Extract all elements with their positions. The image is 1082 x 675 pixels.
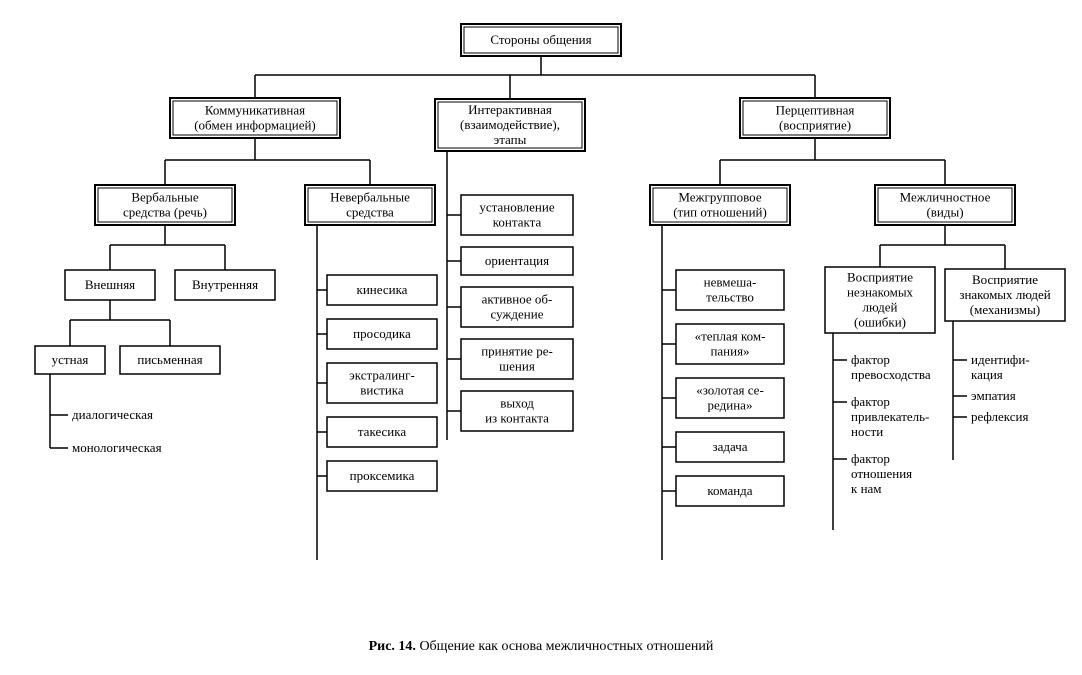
svg-text:выход: выход: [500, 396, 534, 411]
intergroup-item-2: «золотая се-редина»: [676, 378, 784, 418]
known-mechanism-0: идентифи-: [971, 352, 1030, 367]
nonverbal-item-1: просодика: [327, 319, 437, 349]
oral-bullet-1: монологическая: [72, 440, 162, 455]
svg-text:экстралинг-: экстралинг-: [349, 368, 415, 383]
intergroup-item-4: команда: [676, 476, 784, 506]
verbal-external: Внешняя: [65, 270, 155, 300]
svg-text:(ошибки): (ошибки): [854, 315, 906, 330]
svg-text:этапы: этапы: [494, 132, 527, 147]
svg-text:проксемика: проксемика: [350, 468, 415, 483]
interpersonal: Межличностное(виды): [875, 185, 1015, 225]
svg-text:Внутренняя: Внутренняя: [192, 277, 258, 292]
svg-text:Межличностное: Межличностное: [900, 190, 991, 205]
svg-text:Невербальные: Невербальные: [330, 190, 410, 205]
interactive-step-1: ориентация: [461, 247, 573, 275]
known-mechanism-1: эмпатия: [971, 388, 1016, 403]
svg-text:ориентация: ориентация: [485, 253, 549, 268]
verbal-oral: устная: [35, 346, 105, 374]
unknown-factor-1: ности: [851, 424, 883, 439]
unknown-factor-0: превосходства: [851, 367, 931, 382]
nonverbal-means: Невербальныесредства: [305, 185, 435, 225]
svg-text:задача: задача: [712, 439, 747, 454]
svg-text:из контакта: из контакта: [485, 411, 549, 426]
nonverbal-item-0: кинесика: [327, 275, 437, 305]
unknown-factor-1: фактор: [851, 394, 890, 409]
unknown-factor-2: отношения: [851, 466, 912, 481]
svg-text:(тип отношений): (тип отношений): [673, 205, 767, 220]
nonverbal-item-4: проксемика: [327, 461, 437, 491]
unknown-factor-2: фактор: [851, 451, 890, 466]
intergroup-item-1: «теплая ком-пания»: [676, 324, 784, 364]
svg-text:вистика: вистика: [360, 383, 404, 398]
svg-text:(взаимодействие),: (взаимодействие),: [460, 117, 560, 132]
svg-text:Межгрупповое: Межгрупповое: [678, 190, 761, 205]
svg-text:(механизмы): (механизмы): [970, 302, 1040, 317]
verbal-means: Вербальныесредства (речь): [95, 185, 235, 225]
svg-text:средства: средства: [346, 205, 394, 220]
svg-text:устная: устная: [52, 352, 89, 367]
svg-text:пания»: пания»: [710, 344, 749, 359]
svg-text:редина»: редина»: [708, 398, 753, 413]
svg-text:Вербальные: Вербальные: [131, 190, 199, 205]
svg-text:средства (речь): средства (речь): [123, 205, 207, 220]
svg-text:принятие ре-: принятие ре-: [481, 344, 553, 359]
interactive-step-3: принятие ре-шения: [461, 339, 573, 379]
svg-text:контакта: контакта: [493, 215, 542, 230]
svg-text:невмеша-: невмеша-: [704, 275, 757, 290]
intergroup: Межгрупповое(тип отношений): [650, 185, 790, 225]
svg-text:кинесика: кинесика: [357, 282, 408, 297]
svg-text:Интерактивная: Интерактивная: [468, 102, 552, 117]
unknown-factor-1: привлекатель-: [851, 409, 929, 424]
svg-text:«теплая ком-: «теплая ком-: [695, 329, 766, 344]
svg-text:Стороны общения: Стороны общения: [490, 32, 591, 47]
interactive-step-4: выходиз контакта: [461, 391, 573, 431]
figure-caption: Рис. 14. Общение как основа межличностны…: [369, 639, 714, 654]
svg-text:(обмен информацией): (обмен информацией): [194, 118, 316, 133]
root-node: Стороны общения: [461, 24, 621, 56]
svg-text:знакомых людей: знакомых людей: [959, 287, 1050, 302]
branch-interactive: Интерактивная(взаимодействие),этапы: [435, 99, 585, 151]
svg-text:тельство: тельство: [706, 290, 754, 305]
svg-text:суждение: суждение: [491, 307, 544, 322]
svg-text:активное об-: активное об-: [482, 292, 553, 307]
svg-text:людей: людей: [863, 300, 898, 315]
known-mechanism-0: кация: [971, 367, 1003, 382]
unknown-factor-2: к нам: [851, 481, 882, 496]
svg-text:«золотая се-: «золотая се-: [696, 383, 764, 398]
unknown-factor-0: фактор: [851, 352, 890, 367]
svg-text:просодика: просодика: [353, 326, 411, 341]
svg-text:шения: шения: [499, 359, 535, 374]
intergroup-item-0: невмеша-тельство: [676, 270, 784, 310]
svg-text:(виды): (виды): [926, 205, 963, 220]
svg-text:Коммуникативная: Коммуникативная: [205, 103, 305, 118]
svg-text:команда: команда: [707, 483, 752, 498]
nonverbal-item-3: такесика: [327, 417, 437, 447]
svg-text:Восприятие: Восприятие: [847, 270, 913, 285]
verbal-written: письменная: [120, 346, 220, 374]
communication-tree-diagram: Стороны общения Коммуникативная(обмен инф…: [0, 0, 1082, 675]
svg-text:(восприятие): (восприятие): [779, 118, 851, 133]
interactive-step-2: активное об-суждение: [461, 287, 573, 327]
known-mechanism-2: рефлексия: [971, 409, 1029, 424]
branch-perceptive: Перцептивная(восприятие): [740, 98, 890, 138]
perception-known: Восприятиезнакомых людей(механизмы): [945, 269, 1065, 321]
svg-text:незнакомых: незнакомых: [847, 285, 914, 300]
svg-text:письменная: письменная: [137, 352, 202, 367]
nonverbal-item-2: экстралинг-вистика: [327, 363, 437, 403]
branch-communicative: Коммуникативная(обмен информацией): [170, 98, 340, 138]
svg-text:такесика: такесика: [358, 424, 407, 439]
perception-unknown: Восприятиенезнакомыхлюдей(ошибки): [825, 267, 935, 333]
interactive-step-0: установлениеконтакта: [461, 195, 573, 235]
verbal-internal: Внутренняя: [175, 270, 275, 300]
svg-text:установление: установление: [479, 200, 554, 215]
svg-text:Перцептивная: Перцептивная: [776, 103, 855, 118]
intergroup-item-3: задача: [676, 432, 784, 462]
svg-text:Внешняя: Внешняя: [85, 277, 135, 292]
oral-bullet-0: диалогическая: [72, 407, 153, 422]
svg-text:Восприятие: Восприятие: [972, 272, 1038, 287]
